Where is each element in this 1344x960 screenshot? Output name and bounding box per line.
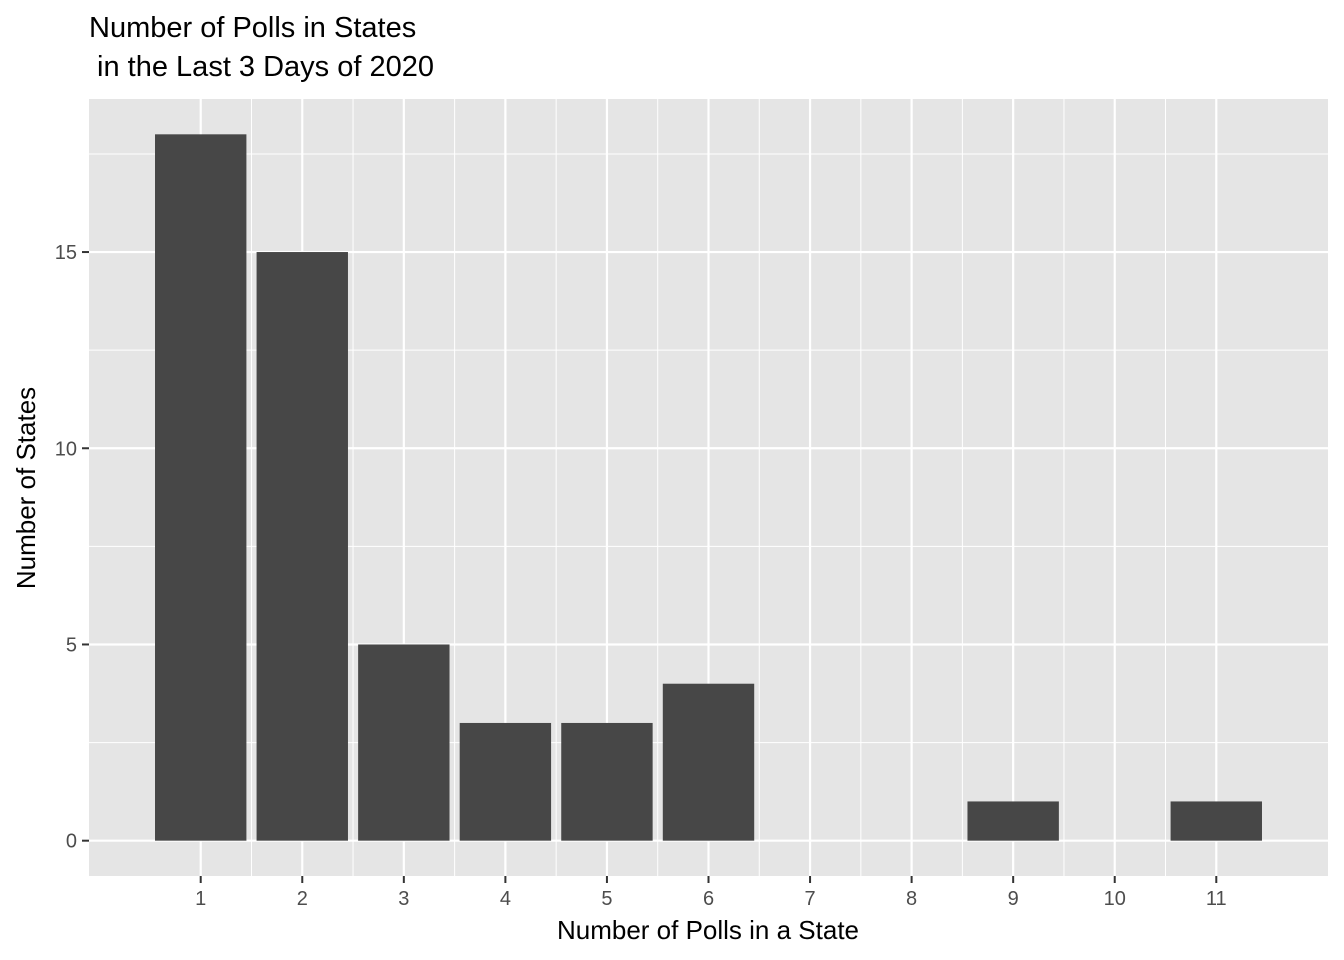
x-tick-label: 5 xyxy=(601,888,612,910)
bar xyxy=(358,644,450,841)
bars xyxy=(155,134,1262,841)
x-tick-label: 11 xyxy=(1206,888,1227,910)
x-tick-label: 10 xyxy=(1104,888,1126,910)
chart-title-line-1: Number of Polls in States xyxy=(89,12,416,44)
y-axis: 0 5 10 15 xyxy=(55,242,89,853)
x-tick-label: 8 xyxy=(906,888,917,910)
x-tick-label: 2 xyxy=(297,888,308,910)
bar xyxy=(662,683,755,841)
x-axis: 1 2 3 4 5 6 7 8 9 10 11 xyxy=(195,876,1227,910)
x-tick-label: 9 xyxy=(1008,888,1019,910)
chart-title-line-2: in the Last 3 Days of 2020 xyxy=(89,51,434,83)
bar xyxy=(256,252,348,841)
y-tick-label: 5 xyxy=(66,634,77,656)
bar xyxy=(967,801,1059,841)
x-tick-label: 1 xyxy=(195,888,206,910)
x-tick-label: 3 xyxy=(398,888,409,910)
bar xyxy=(561,722,653,841)
x-tick-label: 6 xyxy=(703,888,714,910)
y-tick-label: 10 xyxy=(55,438,77,460)
y-tick-label: 0 xyxy=(66,831,77,853)
bar xyxy=(1170,801,1262,841)
x-tick-label: 4 xyxy=(500,888,511,910)
y-axis-title: Number of States xyxy=(11,387,41,589)
x-axis-title: Number of Polls in a State xyxy=(557,915,859,945)
y-tick-label: 15 xyxy=(55,242,77,264)
bar xyxy=(459,722,552,841)
x-tick-label: 7 xyxy=(804,888,815,910)
bar xyxy=(155,134,247,841)
